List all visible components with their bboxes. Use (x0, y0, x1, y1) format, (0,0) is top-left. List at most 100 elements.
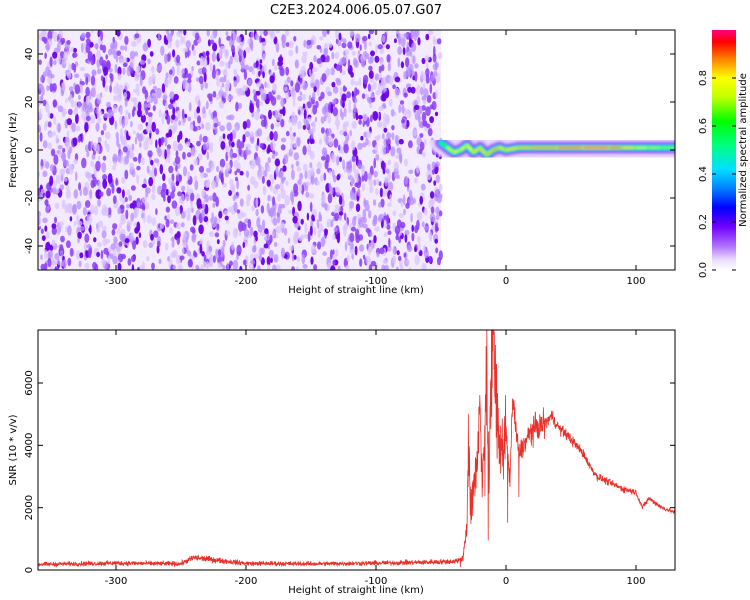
noise-speckle (338, 32, 342, 41)
noise-speckle (251, 69, 256, 75)
noise-speckle (54, 266, 60, 270)
noise-speckle (276, 94, 282, 100)
noise-speckle (175, 39, 180, 48)
noise-speckle (143, 140, 149, 151)
noise-speckle (173, 120, 178, 132)
noise-speckle (38, 95, 41, 102)
noise-speckle (225, 31, 229, 37)
noise-speckle (62, 258, 67, 269)
noise-speckle (156, 245, 160, 254)
noise-speckle (399, 154, 403, 164)
noise-speckle (192, 30, 196, 37)
noise-speckle (45, 161, 50, 169)
noise-speckle (181, 108, 185, 120)
noise-speckle (321, 155, 326, 161)
noise-speckle (308, 193, 315, 199)
noise-speckle (151, 121, 156, 133)
noise-speckle (165, 101, 168, 111)
noise-speckle (164, 136, 168, 147)
noise-speckle (428, 255, 432, 264)
noise-speckle (98, 110, 103, 116)
noise-speckle (139, 59, 146, 65)
noise-speckle (325, 154, 330, 164)
noise-speckle (336, 174, 340, 181)
noise-speckle (115, 177, 118, 186)
noise-speckle (160, 45, 165, 56)
noise-speckle (351, 155, 356, 163)
noise-speckle (236, 191, 239, 197)
noise-speckle (423, 88, 429, 98)
noise-speckle (360, 135, 364, 141)
noise-speckle (362, 142, 367, 148)
noise-speckle (290, 141, 293, 153)
noise-speckle (107, 207, 112, 216)
noise-speckle (225, 79, 231, 90)
noise-speckle (156, 240, 161, 248)
noise-speckle (42, 170, 48, 178)
noise-speckle (280, 137, 287, 143)
noise-speckle (178, 120, 182, 126)
noise-speckle (320, 174, 324, 182)
noise-speckle (59, 184, 65, 191)
noise-speckle (53, 116, 57, 126)
noise-speckle (436, 38, 442, 45)
noise-speckle (109, 72, 113, 79)
noise-speckle (141, 183, 147, 189)
noise-speckle (416, 219, 420, 231)
noise-speckle (102, 178, 108, 189)
noise-speckle (379, 58, 384, 67)
noise-speckle (263, 169, 268, 178)
noise-speckle (234, 170, 237, 176)
noise-speckle (253, 253, 260, 259)
noise-speckle (54, 202, 60, 210)
noise-speckle (91, 69, 97, 76)
noise-speckle (248, 263, 254, 270)
noise-speckle (112, 223, 118, 230)
noise-speckle (187, 73, 192, 80)
noise-speckle (95, 42, 99, 50)
noise-speckle (228, 94, 234, 100)
noise-speckle (38, 210, 41, 218)
noise-speckle (288, 118, 292, 124)
noise-speckle (269, 30, 274, 38)
noise-speckle (52, 187, 57, 195)
noise-speckle (41, 235, 46, 242)
noise-speckle (40, 254, 43, 260)
noise-speckle (342, 225, 347, 231)
noise-speckle (298, 109, 301, 115)
noise-speckle (51, 227, 57, 236)
noise-speckle (408, 189, 413, 198)
noise-speckle (256, 82, 262, 88)
noise-speckle (216, 223, 220, 230)
noise-speckle (378, 202, 382, 208)
noise-speckle (296, 137, 301, 147)
noise-speckle (150, 233, 154, 241)
noise-speckle (370, 50, 375, 57)
noise-speckle (90, 160, 95, 168)
noise-speckle (89, 224, 92, 235)
noise-speckle (150, 159, 154, 166)
noise-speckle (247, 218, 252, 229)
noise-speckle (224, 48, 229, 59)
noise-speckle (428, 30, 434, 35)
noise-speckle (376, 252, 380, 258)
noise-speckle (55, 174, 59, 184)
noise-speckle (229, 55, 233, 65)
noise-speckle (57, 54, 61, 65)
noise-speckle (147, 38, 152, 48)
noise-speckle (352, 162, 356, 173)
noise-speckle (101, 225, 107, 231)
noise-speckle (299, 69, 305, 79)
noise-speckle (354, 97, 358, 104)
noise-speckle (121, 196, 126, 206)
noise-speckle (317, 88, 320, 97)
noise-speckle (309, 73, 315, 80)
noise-speckle (42, 140, 48, 149)
noise-speckle (329, 249, 333, 260)
noise-speckle (226, 115, 232, 120)
noise-speckle (255, 208, 259, 217)
noise-speckle (38, 197, 41, 203)
noise-speckle (401, 118, 406, 124)
noise-speckle (81, 112, 87, 121)
noise-speckle (256, 217, 261, 228)
